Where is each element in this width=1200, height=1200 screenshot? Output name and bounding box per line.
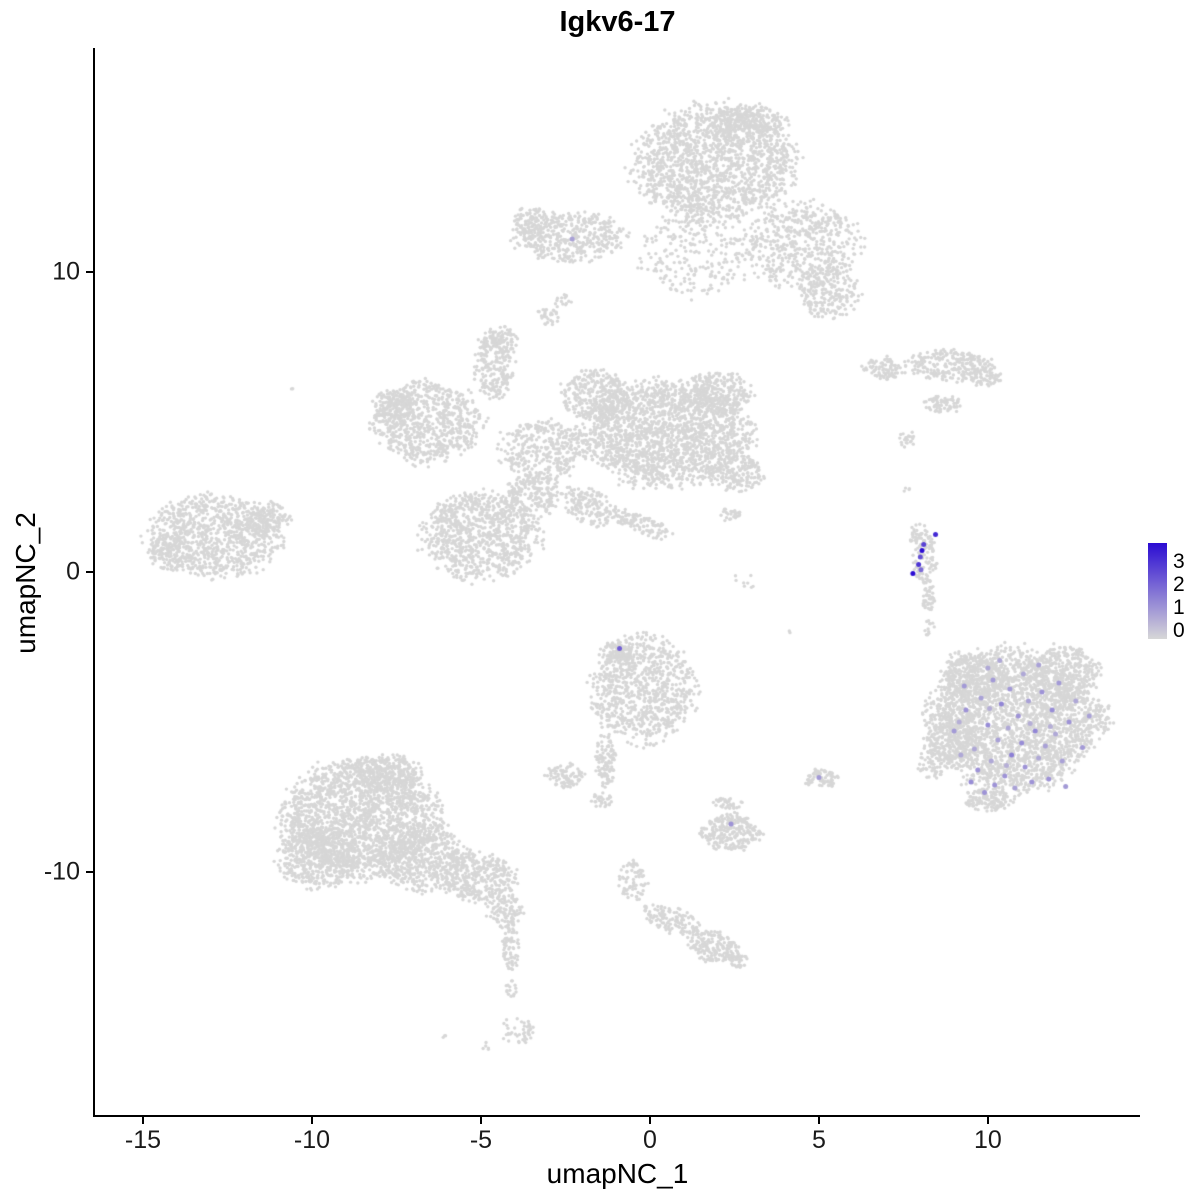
y-tick-label: 10 (52, 257, 80, 286)
y-axis-tick (86, 571, 95, 574)
x-axis-tick (141, 1115, 144, 1124)
x-tick-label: 10 (974, 1126, 1002, 1154)
x-tick-label: -10 (293, 1126, 331, 1154)
y-axis-tick (86, 271, 95, 274)
umap-canvas (95, 48, 1140, 1115)
legend-tick-label: 3 (1173, 550, 1185, 573)
x-axis-tick (479, 1115, 482, 1124)
legend-tick-label: 0 (1173, 619, 1185, 642)
legend-tick-label: 1 (1173, 596, 1185, 619)
x-tick-label: -15 (124, 1126, 162, 1154)
x-axis-tick (310, 1115, 313, 1124)
y-tick-label: -10 (43, 857, 80, 886)
y-axis-tick (86, 871, 95, 874)
x-axis-tick (648, 1115, 651, 1124)
x-tick-label: 5 (811, 1126, 826, 1154)
legend-gradient-bar (1148, 543, 1167, 639)
plot-title: Igkv6-17 (559, 6, 676, 38)
legend-tick-label: 2 (1173, 573, 1185, 596)
x-axis-tick (817, 1115, 820, 1124)
y-tick-label: 0 (66, 557, 80, 586)
x-tick-label: 0 (642, 1126, 657, 1154)
x-axis-label: umapNC_1 (546, 1158, 689, 1189)
x-tick-label: -5 (469, 1126, 493, 1154)
x-axis-tick (986, 1115, 989, 1124)
plot-area (93, 48, 1140, 1117)
